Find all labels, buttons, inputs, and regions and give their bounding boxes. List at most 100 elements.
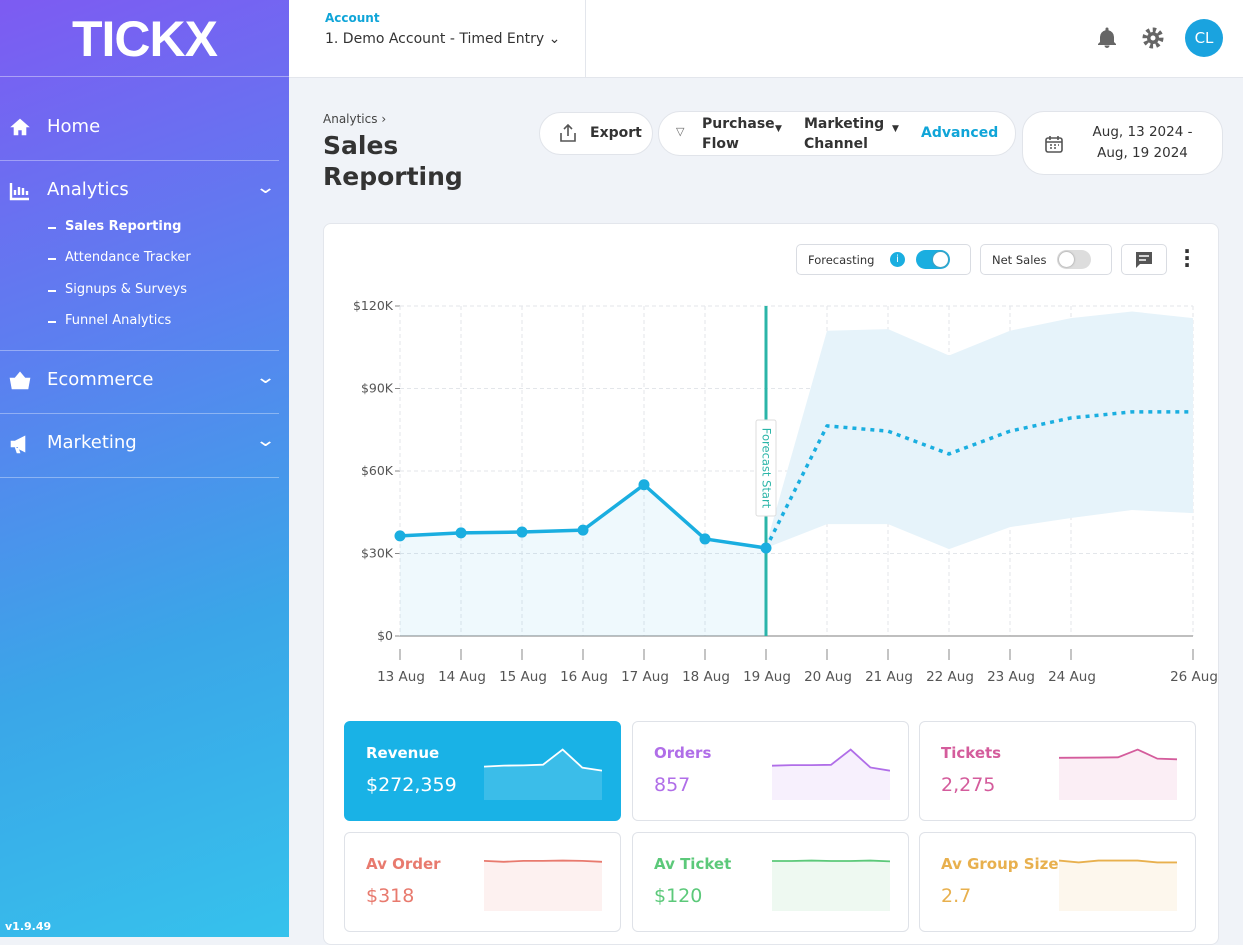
sparkline-area [772,860,890,911]
sparkline-area [1059,860,1177,911]
comment-icon [1136,252,1152,268]
sparkline [1059,748,1177,800]
icon-shape [10,435,26,454]
x-tick-label: 23 Aug [987,669,1035,685]
nav-icon [9,371,31,390]
nav-bullet [48,258,56,261]
chevron[interactable]: ⌄ [254,367,277,388]
filter-label: Purchase Flow [702,116,775,152]
x-tick-label: 14 Aug [438,669,486,685]
sparkline-line [772,748,890,772]
x-tick-label: 16 Aug [560,669,608,685]
more-menu[interactable]: · · · [1183,239,1191,277]
logo[interactable]: TICKX [72,11,218,67]
sparkline-line [1059,748,1177,761]
date-range: Aug, 13 2024 - Aug, 19 2024 [1092,124,1193,161]
toggle-label: Net Sales [992,253,1047,267]
settings[interactable] [1141,26,1165,50]
y-tick-label: $90K [361,381,394,396]
data-point [516,526,528,538]
kpi-value: 2.7 [941,885,972,907]
y-tick-label: $60K [361,463,394,478]
nav-item[interactable]: Ecommerce [47,369,154,390]
nav-icon [10,118,30,136]
toggle-label: Forecasting [808,253,875,267]
kpi-value: $318 [366,885,415,907]
x-tick-label: 17 Aug [621,669,669,685]
date-range-picker[interactable]: Aug, 13 2024 - Aug, 19 2024 [1022,111,1223,175]
icon-shape [9,371,31,390]
kpi-card[interactable]: Av Order $318 [344,832,621,932]
x-tick-label: 26 Aug [1170,669,1217,685]
toggle[interactable]: Forecasting i [796,244,971,275]
x-tick-label: 18 Aug [682,669,730,685]
filter-purchase-flow[interactable]: Purchase Flow [702,114,782,154]
sparkline [484,859,602,911]
nav-item[interactable]: Marketing [47,432,137,453]
toggle[interactable]: Net Sales [980,244,1112,275]
advanced-link[interactable]: Advanced [921,125,999,141]
switch-knob [933,252,948,267]
series-line [764,410,1193,549]
sub-nav-item[interactable]: Attendance Tracker [65,250,191,266]
x-tick-label: 22 Aug [926,669,974,685]
sparkline-line [772,859,890,863]
chevron[interactable]: ⌄ [254,430,277,451]
account-label: Account [325,11,380,25]
switch [916,250,950,269]
nav-bullet [48,289,56,292]
sparkline [772,748,890,800]
divider [585,0,586,77]
x-tick-label: 21 Aug [865,669,913,685]
divider [0,76,289,77]
nav-item[interactable]: Home [47,116,101,137]
kpi-card[interactable]: Av Ticket $120 [632,832,909,932]
kpi-card[interactable]: Tickets 2,275 [919,721,1196,821]
chevron[interactable]: ⌄ [254,177,277,198]
info-icon: i [890,252,905,267]
nav-icon [10,435,26,454]
account-select[interactable]: 1. Demo Account - Timed Entry ⌄ [325,31,561,47]
sales-chart: $0 $30K $60K $90K $120K 13 Aug 14 Aug 15 Aug 16 … [353,298,1217,685]
data-point [455,527,467,539]
version: v1.9.49 [5,920,52,933]
sparkline-line [1059,859,1177,864]
sparkline-line [484,748,602,772]
filter-marketing-channel[interactable]: Marketing Channel [804,114,894,154]
sparkline-area [1059,749,1177,800]
sub-nav-item[interactable]: Funnel Analytics [65,312,172,328]
notifications[interactable] [1095,26,1119,50]
x-tick-label: 19 Aug [743,669,791,685]
avatar[interactable]: CL [1185,19,1223,57]
nav-item[interactable]: Analytics [47,179,129,200]
kpi-label: Av Group Size [941,855,1059,873]
annotation-text: Forecast Start [760,428,774,509]
filter-icon: ▽ [676,125,685,138]
comments-button[interactable] [1121,244,1167,275]
export-button[interactable]: Export [539,112,653,155]
breadcrumb[interactable]: Analytics › [323,112,387,126]
sparkline [772,859,890,911]
sub-nav-item[interactable]: Signups & Surveys [65,281,188,297]
calendar-icon [1045,136,1063,153]
filter-bar: ▽ Purchase Flow ▼ Marketing Channel ▼ Ad… [658,111,1016,156]
kpi-card[interactable]: Orders 857 [632,721,909,821]
data-point [577,524,589,536]
data-point [638,479,650,491]
kpi-label: Revenue [366,744,440,762]
annotation-box [755,419,777,517]
kpi-value: 2,275 [941,774,996,796]
kpi-card[interactable]: Revenue $272,359 [344,721,621,821]
switch-knob [1059,252,1074,267]
kpi-label: Av Order [366,855,441,873]
dropdown-arrow: ▼ [775,124,782,134]
sparkline-area [484,749,602,800]
nav-icon [9,183,29,201]
sparkline [1059,859,1177,911]
x-tick-label: 13 Aug [377,669,425,685]
nav-bullet [48,320,56,323]
sub-nav-item[interactable]: Sales Reporting [65,219,182,234]
kpi-label: Tickets [941,744,1002,762]
dropdown-arrow: ▼ [892,124,899,134]
kpi-card[interactable]: Av Group Size 2.7 [919,832,1196,932]
